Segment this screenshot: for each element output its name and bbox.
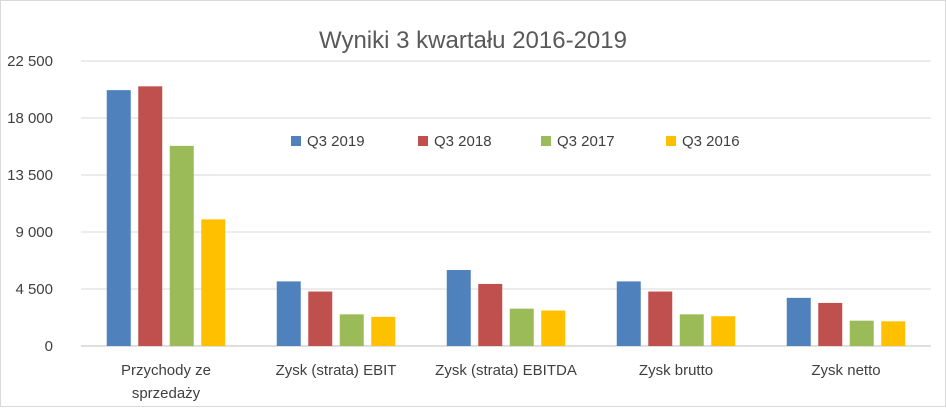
bar-q3-2016 [881, 321, 906, 346]
bar-q3-2019 [276, 281, 301, 346]
bar-q3-2016 [541, 310, 566, 346]
bar-q3-2019 [446, 270, 471, 346]
y-tick-label: 0 [45, 338, 53, 355]
bar-q3-2019 [616, 281, 641, 346]
bars [106, 86, 906, 346]
x-axis-ticks: Przychody ze sprzedaży Zysk (strata) EBIT Z… [121, 362, 881, 402]
legend: Q3 2019 Q3 2018 Q3 2017 Q3 2016 [291, 133, 740, 150]
legend-swatch [418, 136, 428, 146]
x-tick-label: Zysk (strata) EBITDA [435, 362, 577, 379]
y-axis-ticks: 0 4 500 9 000 13 500 18 000 22 500 [7, 53, 53, 355]
x-tick-label: sprzedaży [132, 385, 201, 402]
bar-q3-2016 [371, 316, 396, 346]
legend-swatch [666, 136, 676, 146]
x-tick-label: Przychody ze [121, 362, 211, 379]
y-tick-label: 22 500 [7, 53, 53, 70]
bar-q3-2018 [478, 283, 503, 346]
bar-q3-2018 [308, 291, 333, 346]
x-tick-label: Zysk netto [811, 362, 880, 379]
legend-label: Q3 2016 [682, 133, 740, 150]
legend-swatch [291, 136, 301, 146]
bar-q3-2017 [169, 145, 194, 346]
x-tick-label: Zysk (strata) EBIT [276, 362, 397, 379]
bar-q3-2016 [711, 316, 736, 346]
bar-q3-2018 [648, 291, 673, 346]
legend-swatch [541, 136, 551, 146]
bar-q3-2019 [786, 297, 811, 346]
y-tick-label: 18 000 [7, 110, 53, 127]
bar-q3-2017 [849, 320, 874, 346]
legend-label: Q3 2018 [434, 133, 492, 150]
chart-title: Wyniki 3 kwartału 2016-2019 [319, 27, 627, 54]
y-tick-label: 4 500 [15, 281, 53, 298]
bar-q3-2018 [818, 302, 843, 346]
y-tick-label: 13 500 [7, 167, 53, 184]
legend-label: Q3 2019 [307, 133, 365, 150]
y-tick-label: 9 000 [15, 224, 53, 241]
x-tick-label: Zysk brutto [639, 362, 713, 379]
bar-q3-2016 [201, 219, 226, 346]
bar-q3-2017 [339, 314, 364, 346]
bar-q3-2017 [679, 314, 704, 346]
bar-q3-2019 [106, 90, 131, 346]
bar-q3-2017 [509, 308, 534, 346]
legend-label: Q3 2017 [557, 133, 615, 150]
bar-q3-2018 [138, 86, 163, 346]
